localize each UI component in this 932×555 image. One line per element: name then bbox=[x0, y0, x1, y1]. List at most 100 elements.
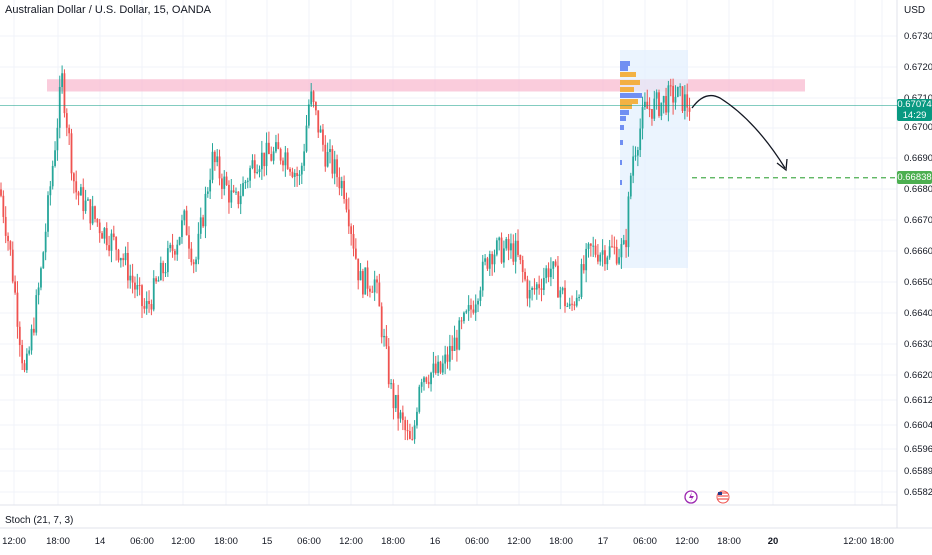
candle-body bbox=[493, 254, 496, 265]
volume-profile-bar bbox=[620, 72, 636, 77]
volume-profile-range[interactable] bbox=[620, 50, 688, 268]
candle-body bbox=[679, 86, 682, 88]
candle-body bbox=[134, 282, 136, 290]
candle-body bbox=[364, 267, 367, 295]
time-tick: 12:00 bbox=[339, 536, 363, 547]
candle-body bbox=[644, 101, 646, 108]
candle-body bbox=[601, 250, 604, 255]
candle-body bbox=[566, 306, 569, 308]
candle-body bbox=[585, 248, 588, 271]
candle-body bbox=[119, 258, 122, 261]
candle-body bbox=[216, 156, 219, 163]
volume-profile-bar bbox=[620, 110, 629, 115]
candle-body bbox=[40, 268, 42, 288]
candle-body bbox=[47, 195, 49, 232]
candle-body bbox=[228, 184, 230, 203]
candle-body bbox=[477, 300, 479, 305]
candle-body bbox=[315, 102, 317, 111]
resistance-zone[interactable] bbox=[47, 79, 805, 92]
candle-body bbox=[223, 176, 226, 189]
indicator-label[interactable]: Stoch (21, 7, 3) bbox=[5, 515, 74, 526]
candle-body bbox=[399, 412, 402, 419]
candle-body bbox=[378, 282, 381, 307]
candle-body bbox=[486, 258, 489, 269]
candle-body bbox=[143, 306, 146, 309]
candle-body bbox=[587, 243, 590, 249]
candle-body bbox=[16, 292, 19, 327]
candle-body bbox=[166, 248, 169, 273]
candle-body bbox=[533, 288, 536, 290]
candle-body bbox=[620, 244, 623, 258]
candle-body bbox=[70, 133, 73, 174]
candle-body bbox=[432, 363, 435, 373]
candle-body bbox=[343, 180, 345, 199]
time-tick: 12:00 bbox=[675, 536, 699, 547]
candle-body bbox=[686, 94, 689, 108]
candle-body bbox=[204, 193, 207, 227]
candle-body bbox=[185, 210, 188, 236]
volume-profile-bar bbox=[620, 93, 642, 98]
candle-body bbox=[312, 91, 315, 103]
volume-profile-bar bbox=[620, 140, 623, 145]
candle-body bbox=[387, 346, 390, 385]
candle-body bbox=[472, 309, 475, 313]
candle-body bbox=[517, 240, 519, 255]
candle-body bbox=[467, 305, 470, 312]
target-price-label[interactable]: 0.66838 bbox=[897, 171, 932, 184]
candle-body bbox=[21, 345, 24, 364]
candle-body bbox=[514, 240, 517, 262]
candle-body bbox=[284, 152, 287, 166]
candle-body bbox=[25, 353, 28, 371]
candle-body bbox=[359, 271, 362, 281]
candle-body bbox=[366, 267, 369, 289]
candle-body bbox=[540, 288, 543, 290]
candle-body bbox=[159, 262, 162, 281]
volume-profile-bar bbox=[620, 180, 622, 185]
candle-body bbox=[420, 382, 423, 387]
candle-body bbox=[242, 183, 244, 196]
candle-body bbox=[634, 155, 637, 157]
candle-body bbox=[91, 206, 94, 224]
candle-body bbox=[618, 257, 620, 264]
candle-body bbox=[371, 291, 374, 293]
candle-body bbox=[345, 198, 348, 210]
candle-body bbox=[209, 179, 212, 192]
candle-body bbox=[237, 191, 240, 205]
candle-body bbox=[275, 142, 277, 152]
candle-body bbox=[369, 288, 371, 292]
candle-body bbox=[674, 96, 677, 103]
candle-body bbox=[557, 265, 559, 298]
projection-arrow[interactable] bbox=[691, 94, 786, 169]
candle-body bbox=[0, 189, 2, 196]
candle-body bbox=[481, 261, 484, 291]
candle-body bbox=[392, 383, 395, 409]
current-price-label[interactable]: 0.67074 14:29 bbox=[897, 99, 932, 121]
candle-body bbox=[157, 280, 160, 282]
candle-body bbox=[507, 239, 510, 251]
volume-profile-bar bbox=[620, 116, 626, 121]
candle-body bbox=[451, 345, 454, 351]
candle-body bbox=[108, 245, 110, 251]
candle-body bbox=[427, 381, 430, 385]
candle-body bbox=[80, 187, 82, 196]
candle-body bbox=[155, 278, 157, 282]
candle-body bbox=[129, 275, 132, 281]
candle-body bbox=[244, 181, 247, 184]
candle-body bbox=[380, 306, 383, 338]
candle-body bbox=[138, 285, 141, 287]
volume-profile-bar bbox=[620, 160, 622, 165]
candle-body bbox=[286, 152, 289, 169]
candle-body bbox=[411, 438, 414, 440]
candle-body bbox=[232, 190, 235, 192]
candle-body bbox=[672, 85, 674, 103]
candle-body bbox=[190, 248, 193, 263]
candle-body bbox=[164, 272, 167, 274]
candle-body bbox=[94, 206, 96, 219]
candle-body bbox=[655, 92, 658, 99]
candle-body bbox=[606, 257, 609, 265]
candle-body bbox=[608, 246, 611, 258]
